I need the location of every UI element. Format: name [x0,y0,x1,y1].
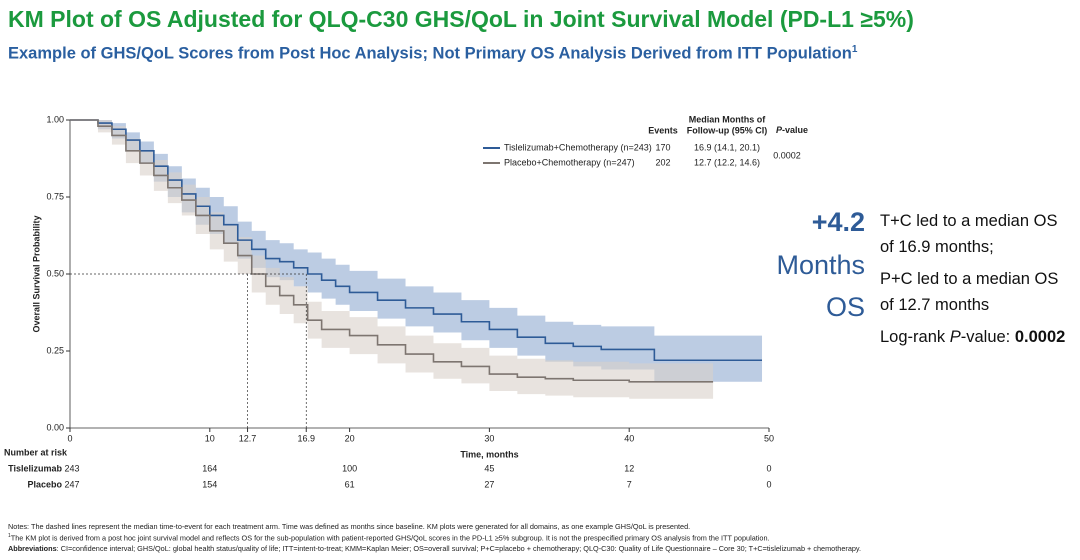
at-risk-count: 243 [64,463,79,473]
callout-text: T+C led to a median OS [880,212,1058,230]
text: P [776,125,783,135]
x-axis-label: Time, months [460,449,518,459]
logrank: Log-rank P-value: 0.0002 [880,328,1065,347]
text: Abbreviations [8,544,57,553]
legend-label: Tislelizumab+Chemotherapy (n=243) [504,142,652,152]
x-tick-label: 30 [484,433,494,443]
x-tick-label: 16.9 [297,433,315,443]
text: -value [782,125,808,135]
legend-header: P-value [776,125,808,135]
callout-text: of 16.9 months; [880,238,994,256]
note: 1The KM plot is derived from a post hoc … [8,533,770,542]
legend-events: 202 [655,157,670,167]
at-risk-title: Number at risk [4,447,68,457]
text: -value: [960,328,1015,346]
y-axis-label: Overall Survival Probability [31,215,41,332]
legend-p-value: 0.0002 [773,150,801,160]
at-risk-label: Placebo [27,479,62,489]
at-risk-count: 7 [627,479,632,489]
km-curve [70,119,714,383]
callout-text: P+C led to a median OS [880,270,1059,288]
title: KM Plot of OS Adjusted for QLQ-C30 GHS/Q… [8,6,914,32]
x-tick-label: 0 [67,433,72,443]
text: Log-rank [880,328,950,346]
superscript: 1 [851,44,858,55]
text: P [949,328,961,346]
y-tick-label: 0.75 [46,191,64,201]
subtitle-text: Example of GHS/QoL Scores from Post Hoc … [8,44,852,63]
y-tick-label: 0.25 [46,345,64,355]
p-value: 0.0002 [1014,328,1066,346]
callout-big: +4.2 [811,207,865,237]
at-risk-count: 164 [202,463,217,473]
at-risk-count: 154 [202,479,217,489]
y-tick-label: 1.00 [46,114,64,124]
callout-text: of 12.7 months [880,296,990,314]
text: : CI=confidence interval; GHS/QoL: globa… [56,544,862,553]
x-tick-label: 20 [345,433,355,443]
note: Abbreviations: CI=confidence interval; G… [8,544,861,553]
legend-median: 12.7 (12.2, 14.6) [694,157,760,167]
x-tick-label: 12.7 [239,433,257,443]
callout-big: Months [776,250,865,280]
at-risk-count: 0 [766,479,771,489]
legend-header: Events [648,125,678,135]
legend-label: Placebo+Chemotherapy (n=247) [504,157,635,167]
at-risk-count: 100 [342,463,357,473]
at-risk-label: Tislelizumab [8,463,62,473]
callout-big: OS [825,292,865,322]
note: Notes: The dashed lines represent the me… [8,522,691,531]
at-risk-count: 27 [484,479,494,489]
ci-band [70,120,714,399]
legend-events: 170 [655,142,670,152]
legend-header: Median Months of [689,114,766,124]
x-tick-label: 10 [205,433,215,443]
at-risk-count: 0 [766,463,771,473]
legend-header: Follow-up (95% CI) [687,125,768,135]
at-risk-count: 61 [345,479,355,489]
superscript: 1 [8,533,11,539]
y-tick-label: 0.50 [46,268,64,278]
y-tick-label: 0.00 [46,422,64,432]
subtitle: Example of GHS/QoL Scores from Post Hoc … [8,44,857,64]
at-risk-count: 247 [64,479,79,489]
at-risk-count: 45 [484,463,494,473]
at-risk-count: 12 [624,463,634,473]
x-tick-label: 40 [624,433,634,443]
x-tick-label: 50 [764,433,774,443]
text: The KM plot is derived from a post hoc j… [10,533,770,543]
legend-median: 16.9 (14.1, 20.1) [694,142,760,152]
